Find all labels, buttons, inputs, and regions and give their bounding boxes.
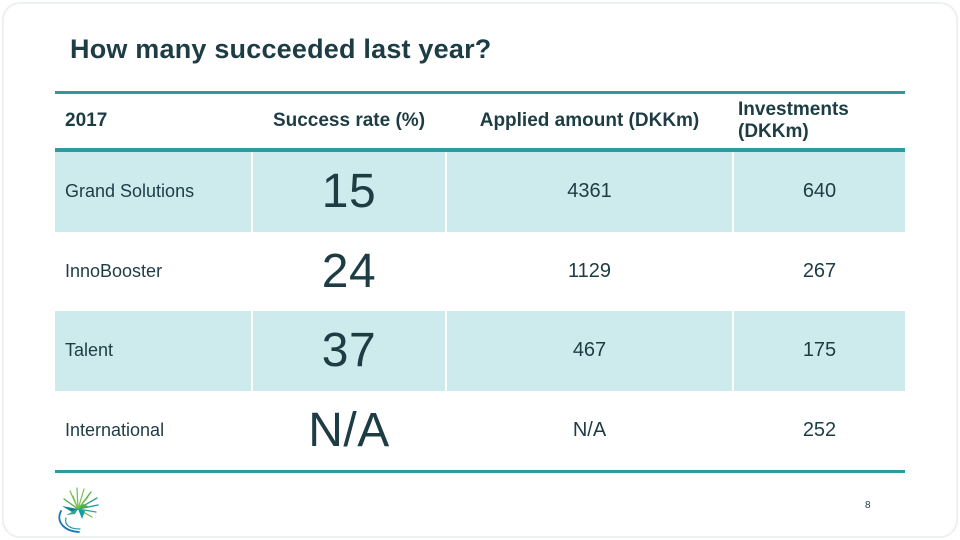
applied-amount-value: 1129 [567, 259, 611, 282]
slide-title: How many succeeded last year? [70, 34, 492, 64]
table-header-row: 2017 Success rate (%) Applied amount (DK… [55, 94, 905, 148]
investments-value: 267 [802, 259, 837, 282]
success-rate-value: 37 [253, 311, 445, 391]
table-body: Grand Solutions 15 4361 640 InnoBooster … [55, 152, 905, 470]
page-number: 8 [865, 500, 871, 511]
title-divider-line [55, 91, 905, 94]
success-rate-value: N/A [308, 403, 390, 457]
column-header-investments-label: Investments (DKKm) [738, 99, 849, 142]
table-row-talent: Talent 37 467 175 [55, 311, 905, 391]
table-row-innobooster: InnoBooster 24 1129 267 [55, 232, 905, 312]
success-rate-value: 15 [253, 152, 445, 232]
investments-value: 175 [734, 311, 905, 391]
applied-amount-value: 4361 [447, 152, 732, 232]
table-bottom-line [55, 470, 905, 473]
column-header-investments: Investments (DKKm) [734, 94, 905, 148]
column-header-year: 2017 [65, 110, 108, 132]
investments-value: 252 [802, 418, 837, 441]
table-row-international: International N/A N/A 252 [55, 391, 905, 471]
column-header-applied-amount: Applied amount (DKKm) [479, 110, 700, 132]
investments-value: 640 [734, 152, 905, 232]
success-rate-value: 24 [321, 244, 377, 298]
applied-amount-value: N/A [572, 418, 607, 441]
row-label: Talent [55, 311, 251, 391]
column-header-success-rate: Success rate (%) [272, 110, 426, 132]
row-label: Grand Solutions [55, 152, 251, 232]
header-divider-line [55, 148, 905, 152]
table-row-grand-solutions: Grand Solutions 15 4361 640 [55, 152, 905, 232]
row-label: International [65, 419, 165, 440]
applied-amount-value: 467 [447, 311, 732, 391]
row-label: InnoBooster [65, 260, 163, 281]
innovation-fund-denmark-logo-icon [58, 487, 99, 533]
